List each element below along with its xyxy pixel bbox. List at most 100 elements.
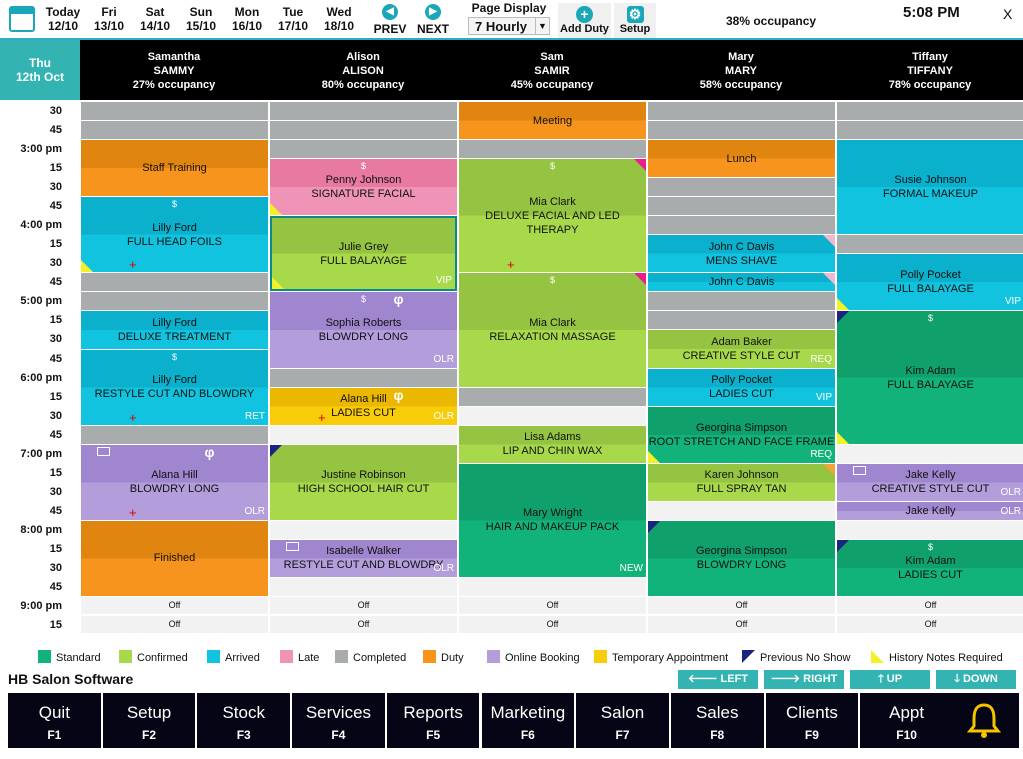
empty-slot[interactable] [459, 140, 646, 159]
client-name: Meeting [532, 114, 573, 127]
empty-slot[interactable] [648, 311, 835, 330]
empty-slot[interactable] [837, 444, 1023, 463]
empty-slot[interactable] [648, 197, 835, 216]
calendar-icon[interactable] [9, 6, 35, 32]
prev-button[interactable]: ◀ PREV [373, 4, 407, 36]
close-icon[interactable]: X [1003, 6, 1013, 22]
fkey-stock-button[interactable]: Stock F3 [197, 693, 293, 748]
empty-slot[interactable] [270, 425, 457, 444]
day-sat[interactable]: Sat 14/10 [139, 5, 171, 33]
appointment-block[interactable]: $ φ Sophia Roberts BLOWDRY LONG OLR [270, 292, 457, 368]
appointment-block[interactable]: Karen Johnson FULL SPRAY TAN [648, 463, 835, 501]
appointment-block[interactable]: Mary Wright HAIR AND MAKEUP PACK NEW [459, 463, 646, 577]
legend-swatch [423, 650, 436, 663]
staff-header-tiffany[interactable]: Tiffany TIFFANY 78% occupancy [888, 51, 972, 91]
empty-slot[interactable] [270, 102, 457, 120]
appointment-block[interactable]: John C Davis MENS SHAVE [648, 235, 835, 273]
up-button[interactable]: 🡑 UP [850, 670, 930, 689]
empty-slot[interactable] [648, 292, 835, 311]
day-sun[interactable]: Sun 15/10 [185, 5, 217, 33]
appointment-tag: VIP [815, 391, 832, 403]
appointment-block[interactable]: φ Alana Hill BLOWDRY LONG OLR + [81, 444, 268, 520]
day-mon[interactable]: Mon 16/10 [231, 5, 263, 33]
appointment-block[interactable]: Adam Baker CREATIVE STYLE CUT REQ [648, 330, 835, 368]
appointment-block[interactable]: Lilly Ford DELUXE TREATMENT [81, 311, 268, 349]
down-button[interactable]: 🡓 DOWN [936, 670, 1016, 689]
fkey-quit-button[interactable]: Quit F1 [8, 693, 103, 748]
staff-header-sam[interactable]: Sam SAMIR 45% occupancy [510, 51, 594, 91]
fkey-services-button[interactable]: Services F4 [292, 693, 387, 748]
add-duty-button[interactable]: + Add Duty [558, 3, 611, 38]
appointment-block[interactable]: Jake Kelly CREATIVE STYLE CUT OLR [837, 463, 1023, 501]
fkey-marketing-button[interactable]: Marketing F6 [481, 693, 577, 748]
next-button[interactable]: ▶ NEXT [416, 4, 449, 36]
day-wed[interactable]: Wed 18/10 [323, 5, 355, 33]
empty-slot[interactable] [459, 578, 646, 596]
time-label: 7:00 pm [20, 447, 62, 460]
fkey-reports-button[interactable]: Reports F5 [386, 693, 482, 748]
empty-slot[interactable] [81, 102, 268, 120]
appointment-block[interactable]: Justine Robinson HIGH SCHOOL HAIR CUT [270, 444, 457, 520]
time-label: 3:00 pm [20, 143, 62, 156]
right-button[interactable]: 🡒 RIGHT [764, 670, 844, 689]
appointment-block[interactable]: $ Kim Adam LADIES CUT [837, 539, 1023, 597]
day-today[interactable]: Today 12/10 [45, 5, 81, 33]
fkey-setup-button[interactable]: Setup F2 [102, 693, 198, 748]
client-name: Jake Kelly [905, 504, 956, 517]
staff-header-samantha[interactable]: Samantha SAMMY 27% occupancy [132, 51, 216, 91]
empty-slot[interactable] [81, 273, 268, 292]
staff-header-alison[interactable]: Alison ALISON 80% occupancy [321, 51, 405, 91]
fkey-sales-button[interactable]: Sales F8 [670, 693, 766, 748]
empty-slot[interactable] [459, 387, 646, 406]
empty-slot[interactable] [648, 121, 835, 140]
appointment-block[interactable]: Polly Pocket FULL BALAYAGE VIP [837, 254, 1023, 311]
appointment-block[interactable]: Georgina Simpson BLOWDRY LONG [648, 520, 835, 597]
empty-slot[interactable] [837, 102, 1023, 120]
day-fri[interactable]: Fri 13/10 [93, 5, 125, 33]
empty-slot[interactable] [81, 121, 268, 140]
empty-slot[interactable] [648, 501, 835, 520]
empty-slot[interactable] [270, 578, 457, 596]
staff-header-mary[interactable]: Mary MARY 58% occupancy [699, 51, 783, 91]
empty-slot[interactable] [270, 520, 457, 539]
empty-slot[interactable] [648, 216, 835, 235]
fkey-clients-button[interactable]: Clients F9 [765, 693, 861, 748]
appointment-block[interactable]: John C Davis [648, 273, 835, 292]
appointment-block[interactable]: Staff Training [81, 140, 268, 197]
appointment-block[interactable]: $ Penny Johnson SIGNATURE FACIAL [270, 159, 457, 216]
appointment-block[interactable]: Julie Grey FULL BALAYAGE VIP [270, 216, 457, 292]
fkey-appt-button[interactable]: Appt F10 [860, 693, 955, 748]
appointment-block[interactable]: $ Kim Adam FULL BALAYAGE [837, 311, 1023, 444]
left-button[interactable]: 🡐 LEFT [678, 670, 758, 689]
empty-slot[interactable] [81, 292, 268, 311]
appointment-block[interactable]: Polly Pocket LADIES CUT VIP [648, 368, 835, 406]
day-tue[interactable]: Tue 17/10 [277, 5, 309, 33]
empty-slot[interactable] [648, 178, 835, 197]
appointment-block[interactable]: Meeting [459, 102, 646, 140]
empty-slot[interactable] [270, 140, 457, 159]
fkey-salon-button[interactable]: Salon F7 [576, 693, 671, 748]
empty-slot[interactable] [837, 235, 1023, 254]
empty-slot[interactable] [459, 406, 646, 425]
appointment-block[interactable]: Lisa Adams LIP AND CHIN WAX [459, 425, 646, 463]
empty-slot[interactable] [270, 121, 457, 140]
appointment-block[interactable]: Jake Kelly OLR [837, 501, 1023, 520]
page-display-select[interactable]: 7 Hourly ▼ [468, 17, 550, 35]
appointment-block[interactable]: Susie Johnson FORMAL MAKEUP [837, 140, 1023, 235]
empty-slot[interactable] [81, 425, 268, 444]
appointment-block[interactable]: φ Alana Hill LADIES CUT OLR + [270, 387, 457, 425]
appointment-block[interactable]: $ Mia Clark RELAXATION MASSAGE [459, 273, 646, 387]
empty-slot[interactable] [837, 520, 1023, 539]
appointment-block[interactable]: Finished [81, 520, 268, 597]
appointment-block[interactable]: Isabelle Walker RESTYLE CUT AND BLOWDRY OL… [270, 539, 457, 577]
setup-button[interactable]: ⚙ Setup [614, 3, 656, 38]
appointment-block[interactable]: $ Lilly Ford RESTYLE CUT AND BLOWDRY RET + [81, 349, 268, 425]
empty-slot[interactable] [648, 102, 835, 120]
appointment-block[interactable]: $ Lilly Ford FULL HEAD FOILS + [81, 197, 268, 273]
empty-slot[interactable] [837, 121, 1023, 140]
appointment-block[interactable]: Georgina Simpson ROOT STRETCH AND FACE FR… [648, 406, 835, 463]
empty-slot[interactable] [270, 368, 457, 387]
notification-button[interactable] [950, 693, 1019, 748]
appointment-block[interactable]: $ Mia Clark DELUXE FACIAL AND LED THERAPY + [459, 159, 646, 273]
appointment-block[interactable]: Lunch [648, 140, 835, 178]
